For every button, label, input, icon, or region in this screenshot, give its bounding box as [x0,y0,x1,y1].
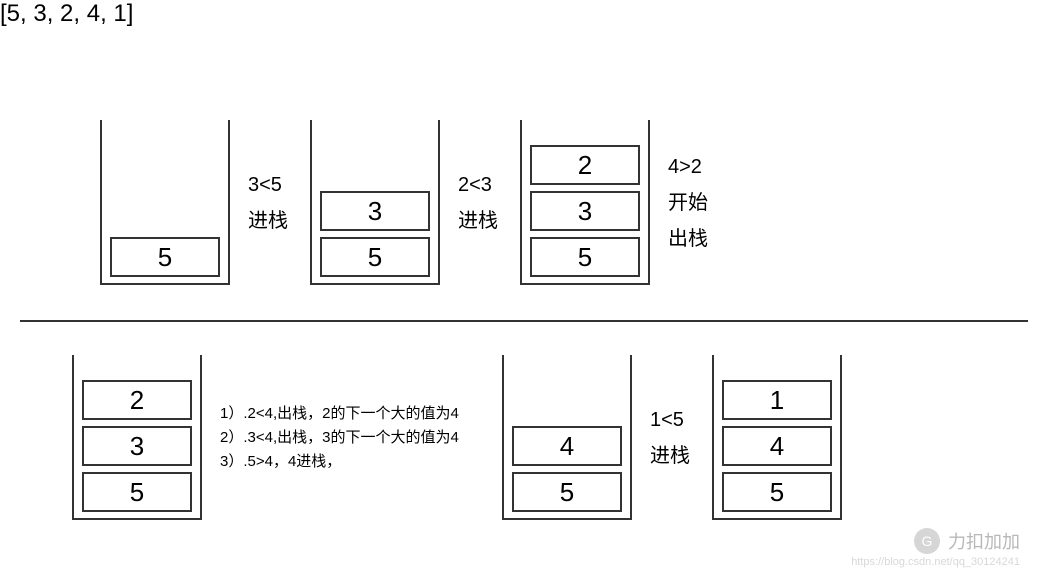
stack-cell: 2 [82,380,192,420]
row-2: 2 3 5 1）.2<4,出栈，2的下一个大的值为4 2）.3<4,出栈，3的下… [72,355,842,520]
annotation-r1-1: 2<3 进栈 [440,167,520,239]
stack-group-r2-2: 1 4 5 [712,355,842,520]
anno-line: 进栈 [650,438,694,474]
stack-cell: 5 [512,472,622,512]
watermark-text: 力扣加加 [948,528,1020,554]
stack-cell: 4 [722,426,832,466]
watermark-sub: https://blog.csdn.net/qq_30124241 [851,556,1020,568]
stack-cell: 4 [512,426,622,466]
stack-group-r1-2: 2 3 5 4>2 开始 出栈 [520,120,730,285]
anno-line: 2<3 [458,167,502,203]
watermark: G 力扣加加 [914,528,1020,554]
anno-line: 3）.5>4，4进栈， [220,450,484,474]
annotation-r2-1: 1<5 进栈 [632,402,712,474]
anno-line: 2）.3<4,出栈，3的下一个大的值为4 [220,426,484,450]
stack-cell: 5 [82,472,192,512]
stack-cell: 5 [110,237,220,277]
anno-line: 1<5 [650,402,694,438]
divider [20,320,1028,322]
anno-line: 1）.2<4,出栈，2的下一个大的值为4 [220,402,484,426]
stack-cell: 3 [320,191,430,231]
stack-cell: 5 [530,237,640,277]
anno-line: 4>2 [668,149,712,185]
anno-line: 出栈 [668,221,712,257]
stack-r2-0: 2 3 5 [72,355,202,520]
row-1: 5 3<5 进栈 3 5 2<3 进栈 2 3 5 4>2 开始 出栈 [100,120,730,285]
input-array-title: [5, 3, 2, 4, 1] [0,0,133,28]
stack-cell: 3 [530,191,640,231]
anno-line: 进栈 [248,203,292,239]
anno-line: 开始 [668,185,712,221]
stack-group-r2-1: 4 5 1<5 进栈 [502,355,712,520]
stack-r2-2: 1 4 5 [712,355,842,520]
stack-r1-2: 2 3 5 [520,120,650,285]
stack-cell: 5 [320,237,430,277]
stack-r2-1: 4 5 [502,355,632,520]
stack-cell: 2 [530,145,640,185]
annotation-r2-0: 1）.2<4,出栈，2的下一个大的值为4 2）.3<4,出栈，3的下一个大的值为… [202,402,502,474]
annotation-r1-2: 4>2 开始 出栈 [650,149,730,257]
anno-line: 3<5 [248,167,292,203]
anno-line: 进栈 [458,203,502,239]
annotation-r1-0: 3<5 进栈 [230,167,310,239]
stack-group-r1-0: 5 3<5 进栈 [100,120,310,285]
stack-group-r1-1: 3 5 2<3 进栈 [310,120,520,285]
stack-r1-1: 3 5 [310,120,440,285]
stack-cell: 1 [722,380,832,420]
stack-cell: 5 [722,472,832,512]
stack-r1-0: 5 [100,120,230,285]
wechat-icon: G [914,528,940,554]
stack-group-r2-0: 2 3 5 1）.2<4,出栈，2的下一个大的值为4 2）.3<4,出栈，3的下… [72,355,502,520]
stack-cell: 3 [82,426,192,466]
